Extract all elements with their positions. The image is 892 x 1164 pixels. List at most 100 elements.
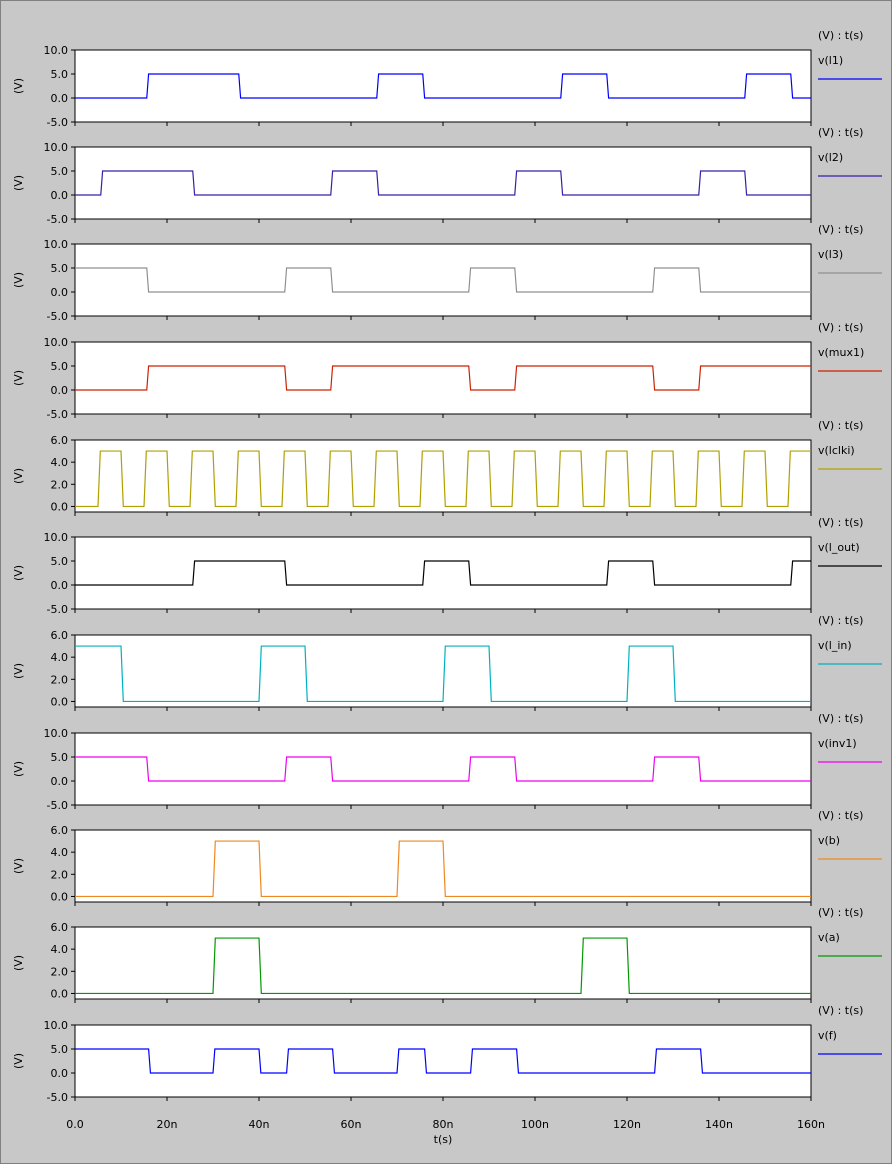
y-tick-label: 10.0 [44, 1019, 69, 1032]
series-line-v(lclki) [75, 450, 811, 508]
y-tick-label: 4.0 [51, 943, 69, 956]
x-tick-label: 100n [521, 1118, 549, 1131]
y-tick-label: 2.0 [51, 673, 69, 686]
y-tick-label: -5.0 [47, 1091, 68, 1104]
panel-3: (V) : t(s) v(mux1) (V) 10.0 5.0 0.0 -5.0 [12, 321, 882, 421]
y-tick-label: 0.0 [51, 286, 69, 299]
series-line-v(f) [75, 1048, 811, 1074]
trace-name: v(l_in) [818, 639, 852, 652]
y-axis-label: (V) [12, 468, 25, 484]
plot-area [74, 146, 812, 220]
y-tick-label: 5.0 [51, 165, 69, 178]
trace-name: v(l1) [818, 54, 843, 67]
panel-5: (V) : t(s) v(l_out) (V) 10.0 5.0 0.0 -5.0 [12, 516, 882, 616]
y-tick-label: 2.0 [51, 868, 69, 881]
plot-area [74, 1024, 812, 1098]
panel-header: (V) : t(s) [818, 126, 863, 139]
y-axis-label: (V) [12, 761, 25, 777]
y-tick-label: -5.0 [47, 408, 68, 421]
y-tick-label: 6.0 [51, 921, 69, 934]
y-tick-label: 0.0 [51, 500, 69, 513]
x-tick-label: 80n [433, 1118, 454, 1131]
series-line-v(l_in) [75, 645, 811, 703]
panel-header: (V) : t(s) [818, 906, 863, 919]
panel-header: (V) : t(s) [818, 516, 863, 529]
y-tick-label: -5.0 [47, 799, 68, 812]
y-axis-label: (V) [12, 565, 25, 581]
y-axis-label: (V) [12, 78, 25, 94]
y-axis-label: (V) [12, 858, 25, 874]
y-tick-label: 5.0 [51, 262, 69, 275]
y-tick-label: 5.0 [51, 751, 69, 764]
plot-area [74, 49, 812, 123]
y-tick-label: 6.0 [51, 629, 69, 642]
plot-area [74, 243, 812, 317]
y-axis-label: (V) [12, 370, 25, 386]
x-tick-label: 120n [613, 1118, 641, 1131]
series-line-v(mux1) [75, 365, 811, 391]
panel-7: (V) : t(s) v(inv1) (V) 10.0 5.0 0.0 -5.0 [12, 712, 882, 812]
y-tick-label: -5.0 [47, 116, 68, 129]
panel-header: (V) : t(s) [818, 1004, 863, 1017]
x-tick-label: 20n [157, 1118, 178, 1131]
panel-header: (V) : t(s) [818, 223, 863, 236]
y-tick-label: 10.0 [44, 141, 69, 154]
trace-name: v(f) [818, 1029, 837, 1042]
y-tick-label: 10.0 [44, 727, 69, 740]
trace-name: v(l2) [818, 151, 843, 164]
y-tick-label: 0.0 [51, 92, 69, 105]
panel-10: (V) : t(s) v(f) (V) 10.0 5.0 0.0 -5.0 [12, 1004, 882, 1104]
y-tick-label: 10.0 [44, 531, 69, 544]
trace-name: v(lclki) [818, 444, 855, 457]
y-tick-label: 10.0 [44, 44, 69, 57]
y-tick-label: 0.0 [51, 775, 69, 788]
plot-area [74, 926, 812, 1000]
trace-name: v(l_out) [818, 541, 860, 554]
panel-6: (V) : t(s) v(l_in) (V) 6.0 4.0 2.0 0.0 [12, 614, 882, 711]
trace-name: v(a) [818, 931, 840, 944]
panel-header: (V) : t(s) [818, 29, 863, 42]
panel-header: (V) : t(s) [818, 321, 863, 334]
y-tick-label: 10.0 [44, 238, 69, 251]
y-tick-label: 5.0 [51, 68, 69, 81]
y-tick-label: 5.0 [51, 555, 69, 568]
trace-name: v(b) [818, 834, 840, 847]
panel-header: (V) : t(s) [818, 712, 863, 725]
y-tick-label: 2.0 [51, 478, 69, 491]
trace-name: v(inv1) [818, 737, 857, 750]
x-axis: 0.0 20n 40n 60n 80n 100n 120n 140n 160n t(s) [66, 1118, 825, 1146]
series-line-v(l1) [75, 73, 811, 99]
x-axis-label: t(s) [434, 1133, 453, 1146]
y-tick-label: -5.0 [47, 603, 68, 616]
series-line-v(l_out) [75, 560, 811, 586]
y-axis-label: (V) [12, 663, 25, 679]
panel-4: (V) : t(s) v(lclki) (V) 6.0 4.0 2.0 0.0 [12, 419, 882, 516]
y-tick-label: 0.0 [51, 695, 69, 708]
x-tick-label: 140n [705, 1118, 733, 1131]
plot-area [74, 536, 812, 610]
y-tick-label: 0.0 [51, 1067, 69, 1080]
panel-2: (V) : t(s) v(l3) (V) 10.0 5.0 0.0 -5.0 [12, 223, 882, 323]
panel-1: (V) : t(s) v(l2) (V) 10.0 5.0 0.0 -5.0 [12, 126, 882, 226]
x-tick-label: 0.0 [66, 1118, 84, 1131]
y-tick-label: 4.0 [51, 456, 69, 469]
y-axis-label: (V) [12, 272, 25, 288]
y-tick-label: 10.0 [44, 336, 69, 349]
panel-0: (V) : t(s) v(l1) (V) 10.0 5.0 0.0 -5.0 [12, 29, 882, 129]
y-tick-label: 0.0 [51, 384, 69, 397]
y-tick-label: 5.0 [51, 360, 69, 373]
y-axis-label: (V) [12, 1053, 25, 1069]
panel-header: (V) : t(s) [818, 614, 863, 627]
x-tick-label: 160n [797, 1118, 825, 1131]
plot-area [74, 732, 812, 806]
y-tick-label: 6.0 [51, 434, 69, 447]
panel-header: (V) : t(s) [818, 809, 863, 822]
y-tick-label: 6.0 [51, 824, 69, 837]
y-tick-label: -5.0 [47, 310, 68, 323]
y-tick-label: 4.0 [51, 846, 69, 859]
series-line-v(a) [75, 937, 811, 995]
y-tick-label: -5.0 [47, 213, 68, 226]
panel-9: (V) : t(s) v(a) (V) 6.0 4.0 2.0 0.0 [12, 906, 882, 1003]
